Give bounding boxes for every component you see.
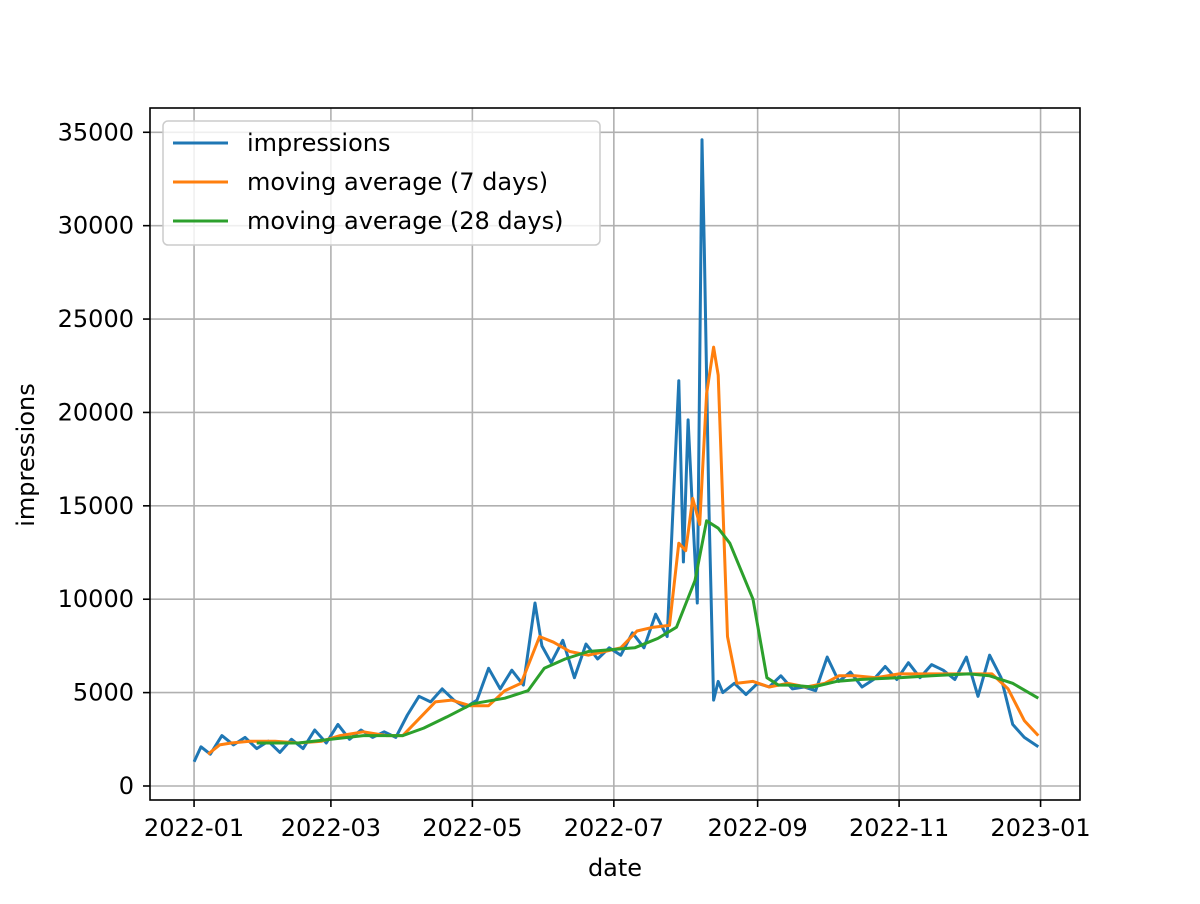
legend-box xyxy=(162,120,601,246)
x-tick-label: 2022-07 xyxy=(564,814,664,842)
y-tick-label: 20000 xyxy=(58,398,134,426)
legend-label-1: impressions xyxy=(247,129,390,157)
y-tick-label: 0 xyxy=(119,772,134,800)
x-tick-label: 2023-01 xyxy=(990,814,1090,842)
legend-label-3: moving average (28 days) xyxy=(247,207,563,235)
y-tick-label: 35000 xyxy=(58,118,134,146)
legend-label-2: moving average (7 days) xyxy=(247,168,548,196)
y-axis-label: impressions xyxy=(12,383,40,526)
axis-ticks: 2022-01 2022-03 2022-05 2022-07 2022-09 2022-… xyxy=(58,118,1091,842)
series-line-2 xyxy=(207,345,1040,756)
grid-lines xyxy=(150,108,1080,800)
x-tick-label: 2022-09 xyxy=(707,814,807,842)
x-tick-label: 2022-03 xyxy=(281,814,381,842)
plot-area xyxy=(192,138,1040,763)
series-line-3 xyxy=(256,519,1040,745)
y-tick-label: 30000 xyxy=(58,212,134,240)
y-tick-label: 5000 xyxy=(73,679,134,707)
axes-frame xyxy=(149,107,1081,801)
series-line-1 xyxy=(192,138,1040,763)
x-tick-label: 2022-11 xyxy=(849,814,949,842)
y-tick-label: 10000 xyxy=(58,585,134,613)
x-axis-label: date xyxy=(588,854,642,882)
y-tick-label: 25000 xyxy=(58,305,134,333)
x-tick-label: 2022-01 xyxy=(144,814,244,842)
y-tick-label: 15000 xyxy=(58,492,134,520)
legend: impressions moving average (7 days) moving… xyxy=(162,120,601,246)
x-tick-label: 2022-05 xyxy=(422,814,522,842)
